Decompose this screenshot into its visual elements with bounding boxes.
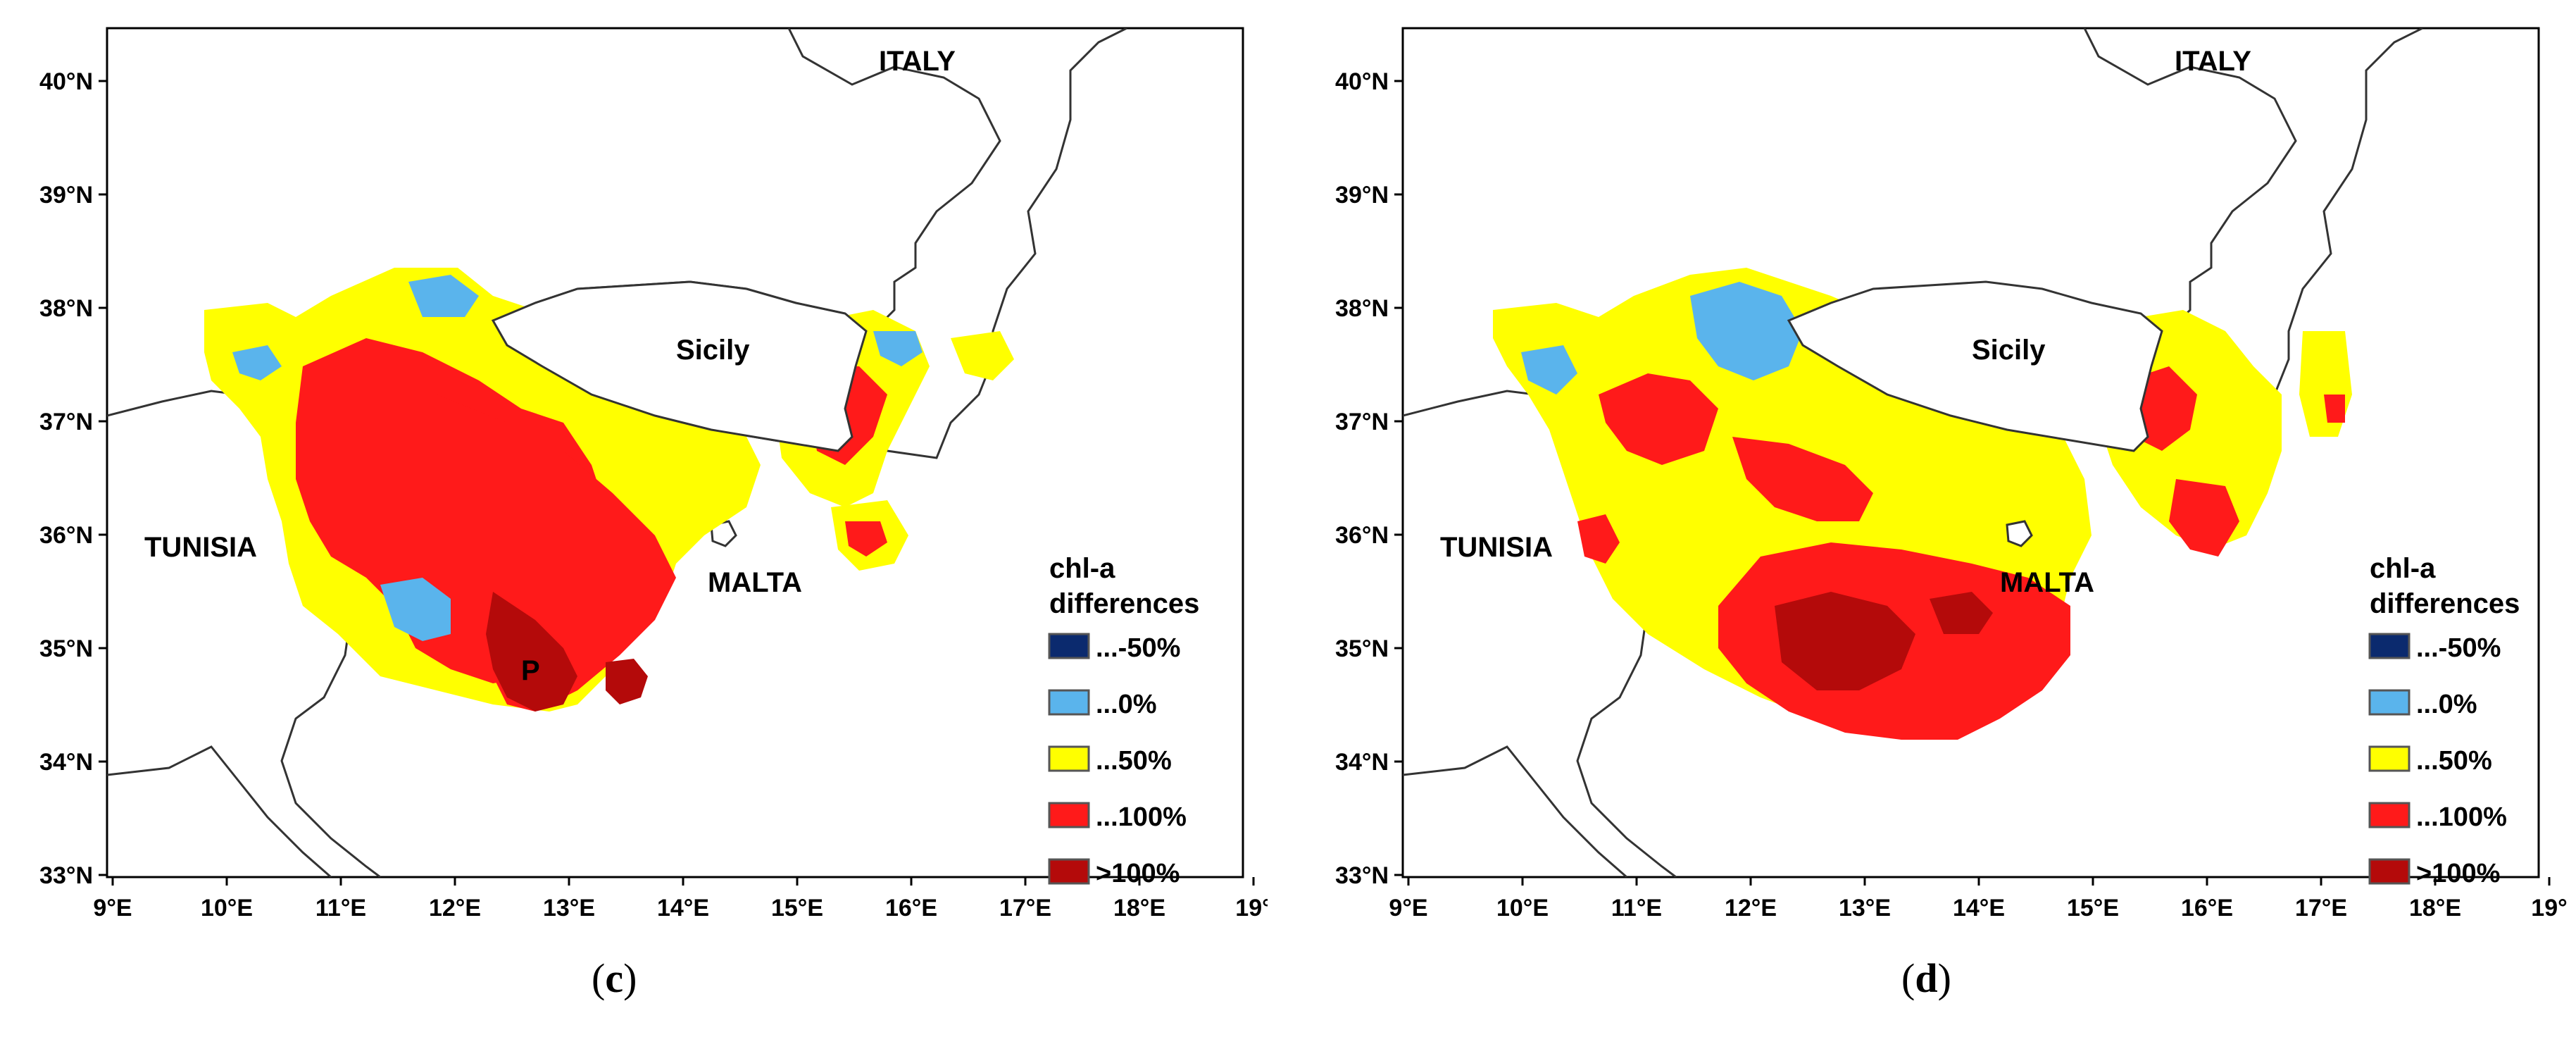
latitude-axis: 40°N 39°N 38°N 37°N 36°N 35°N 34°N 33°N: [39, 68, 107, 889]
lat-tick-label: 38°N: [39, 295, 93, 322]
lon-tick-label: 18°E: [2409, 895, 2461, 921]
legend: chl-a differences ...-50% ...0% ...50% ...1…: [2368, 553, 2520, 888]
lon-tick-label: 13°E: [1839, 895, 1891, 921]
legend-item-label: ...100%: [2416, 802, 2507, 832]
lat-tick-label: 35°N: [39, 635, 93, 662]
lon-tick-label: 14°E: [1953, 895, 2005, 921]
legend-swatch: [2368, 858, 2411, 885]
map-panel-c: 40°N 39°N 38°N 37°N 36°N 35°N 34°N 33°N 9°E 10°E…: [0, 0, 1268, 1001]
lon-tick-label: 12°E: [429, 895, 481, 921]
map-c-svg: 40°N 39°N 38°N 37°N 36°N 35°N 34°N 33°N 9°E 10°E…: [39, 27, 1268, 921]
lat-tick-label: 34°N: [1335, 749, 1389, 776]
lon-tick-label: 11°E: [1611, 895, 1662, 921]
lat-tick-label: 33°N: [39, 862, 93, 889]
lon-tick-label: 16°E: [2181, 895, 2233, 921]
caption-d: (d): [1901, 955, 1951, 1001]
label-tunisia: TUNISIA: [1440, 532, 1553, 563]
label-malta: MALTA: [708, 567, 802, 598]
lon-tick-label: 16°E: [885, 895, 937, 921]
label-malta: MALTA: [2000, 567, 2094, 598]
lat-tick-label: 40°N: [39, 68, 93, 95]
sicily-land: [1787, 280, 2163, 452]
legend-title-line2: differences: [1049, 588, 1199, 619]
label-sicily: Sicily: [676, 335, 750, 366]
legend: chl-a differences ...-50% ...0% ...50% ...1…: [1048, 553, 1199, 888]
legend-swatch: [2368, 802, 2411, 828]
lat-tick-label: 36°N: [39, 522, 93, 549]
lon-tick-label: 13°E: [543, 895, 595, 921]
label-tunisia: TUNISIA: [144, 532, 257, 563]
lon-tick-label: 11°E: [315, 895, 366, 921]
lon-tick-label: 17°E: [2295, 895, 2347, 921]
lat-tick-label: 35°N: [1335, 635, 1389, 662]
legend-item-label: ...-50%: [2416, 633, 2501, 663]
legend-item-label: ...50%: [2416, 746, 2492, 776]
legend-item-label: >100%: [2416, 859, 2500, 888]
legend-swatch: [2368, 633, 2411, 659]
lon-tick-label: 12°E: [1725, 895, 1777, 921]
legend-swatch: [1048, 858, 1090, 885]
caption-c: (c): [592, 955, 637, 1001]
latitude-axis: 40°N 39°N 38°N 37°N 36°N 35°N 34°N 33°N: [1335, 68, 1403, 889]
legend-item-label: ...0%: [1096, 690, 1157, 719]
legend-title-line1: chl-a: [1049, 553, 1115, 584]
legend-swatch: [1048, 745, 1090, 772]
lat-tick-label: 37°N: [1335, 409, 1389, 435]
lon-tick-label: 18°E: [1113, 895, 1165, 921]
lat-tick-label: 33°N: [1335, 862, 1389, 889]
label-italy: ITALY: [2175, 46, 2251, 77]
lat-tick-label: 38°N: [1335, 295, 1389, 322]
lat-tick-label: 39°N: [39, 182, 93, 209]
label-sicily: Sicily: [1972, 335, 2046, 366]
coastline-libya-west: [107, 745, 332, 877]
lon-tick-label: 9°E: [93, 895, 132, 921]
legend-title-line2: differences: [2370, 588, 2520, 619]
lon-tick-label: 15°E: [2067, 895, 2119, 921]
legend-swatch: [2368, 745, 2411, 772]
coastline-malta: [2006, 520, 2033, 547]
lon-tick-label: 10°E: [1496, 895, 1549, 921]
lon-tick-label: 15°E: [771, 895, 823, 921]
legend-swatch: [1048, 633, 1090, 659]
legend-item-label: ...50%: [1096, 746, 1172, 776]
longitude-axis: 9°E 10°E 11°E 12°E 13°E 14°E 15°E 16°E 17°E 18°E 1…: [1389, 877, 2568, 921]
lon-tick-label: 9°E: [1389, 895, 1427, 921]
coastline-malta: [710, 520, 737, 547]
lon-tick-label: 19°: [1235, 895, 1268, 921]
legend-item-label: >100%: [1096, 859, 1180, 888]
legend-title-line1: chl-a: [2370, 553, 2436, 584]
sicily-land: [491, 280, 868, 452]
legend-swatch: [2368, 689, 2411, 716]
label-italy: ITALY: [879, 46, 956, 77]
lon-tick-label: 10°E: [201, 895, 253, 921]
legend-swatch: [1048, 689, 1090, 716]
lon-tick-label: 14°E: [657, 895, 709, 921]
longitude-axis: 9°E 10°E 11°E 12°E 13°E 14°E 15°E 16°E 17°E 18°E 1…: [93, 877, 1268, 921]
legend-swatch: [1048, 802, 1090, 828]
lon-tick-label: 19°: [2531, 895, 2567, 921]
lat-tick-label: 34°N: [39, 749, 93, 776]
lon-tick-label: 17°E: [999, 895, 1051, 921]
coastline-libya-west: [1403, 745, 1627, 877]
map-panel-d: 40°N 39°N 38°N 37°N 36°N 35°N 34°N 33°N 9°E 10°E…: [1296, 0, 2570, 1001]
lat-tick-label: 36°N: [1335, 522, 1389, 549]
map-d-svg: 40°N 39°N 38°N 37°N 36°N 35°N 34°N 33°N 9°E 10°E…: [1335, 27, 2568, 921]
legend-items: ...-50% ...0% ...50% ...100% >100%: [1048, 633, 1187, 888]
lat-tick-label: 39°N: [1335, 182, 1389, 209]
label-p-marker: P: [521, 655, 540, 686]
legend-item-label: ...100%: [1096, 802, 1187, 832]
lat-tick-label: 37°N: [39, 409, 93, 435]
legend-items: ...-50% ...0% ...50% ...100% >100%: [2368, 633, 2507, 888]
lat-tick-label: 40°N: [1335, 68, 1389, 95]
legend-item-label: ...0%: [2416, 690, 2477, 719]
legend-item-label: ...-50%: [1096, 633, 1180, 663]
